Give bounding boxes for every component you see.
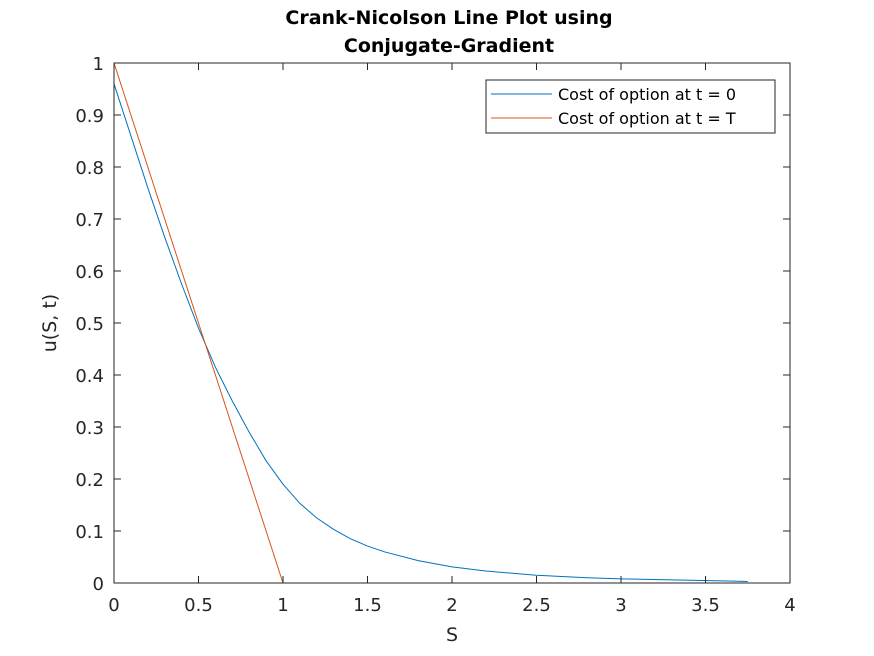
plot-area bbox=[114, 63, 790, 583]
y-tick-label-0: 0 bbox=[93, 574, 104, 595]
y-tick-label-3: 0.3 bbox=[75, 418, 104, 439]
x-tick-label-3: 1.5 bbox=[353, 595, 382, 616]
y-tick-label-4: 0.4 bbox=[75, 366, 104, 387]
x-tick-label-7: 3.5 bbox=[691, 595, 720, 616]
y-tick-label-7: 0.7 bbox=[75, 210, 104, 231]
y-tick-label-10: 1 bbox=[93, 54, 104, 75]
x-tick-label-0: 0 bbox=[108, 595, 119, 616]
chart-title-line-2: Conjugate-Gradient bbox=[344, 35, 554, 57]
y-tick-label-5: 0.5 bbox=[75, 314, 104, 335]
x-axis-label: S bbox=[446, 624, 458, 646]
y-axis-label: u(S, t) bbox=[39, 294, 61, 352]
x-tick-label-5: 2.5 bbox=[522, 595, 551, 616]
legend-box bbox=[485, 79, 776, 134]
chart-title-line-1: Crank-Nicolson Line Plot using bbox=[285, 7, 612, 29]
legend: Cost of option at t = 0 Cost of option a… bbox=[485, 79, 776, 134]
y-tick-label-2: 0.2 bbox=[75, 470, 104, 491]
legend-label-series-2: Cost of option at t = T bbox=[558, 109, 736, 128]
series-line-1 bbox=[113, 83, 748, 582]
x-tick-label-2: 1 bbox=[277, 595, 288, 616]
x-tick-label-1: 0.5 bbox=[184, 595, 213, 616]
ticks-layer: 0 0.5 1 1.5 2 2.5 3 3.5 4 0 0.1 0.2 0.3 0.4 0.5 0.6 0.7 0… bbox=[75, 54, 795, 616]
x-tick-label-4: 2 bbox=[446, 595, 457, 616]
x-tick-label-6: 3 bbox=[615, 595, 626, 616]
legend-label-series-1: Cost of option at t = 0 bbox=[558, 85, 736, 104]
y-tick-label-1: 0.1 bbox=[75, 522, 104, 543]
y-tick-label-6: 0.6 bbox=[75, 262, 104, 283]
y-tick-label-9: 0.9 bbox=[75, 106, 104, 127]
x-tick-label-8: 4 bbox=[784, 595, 795, 616]
y-tick-label-8: 0.8 bbox=[75, 158, 104, 179]
